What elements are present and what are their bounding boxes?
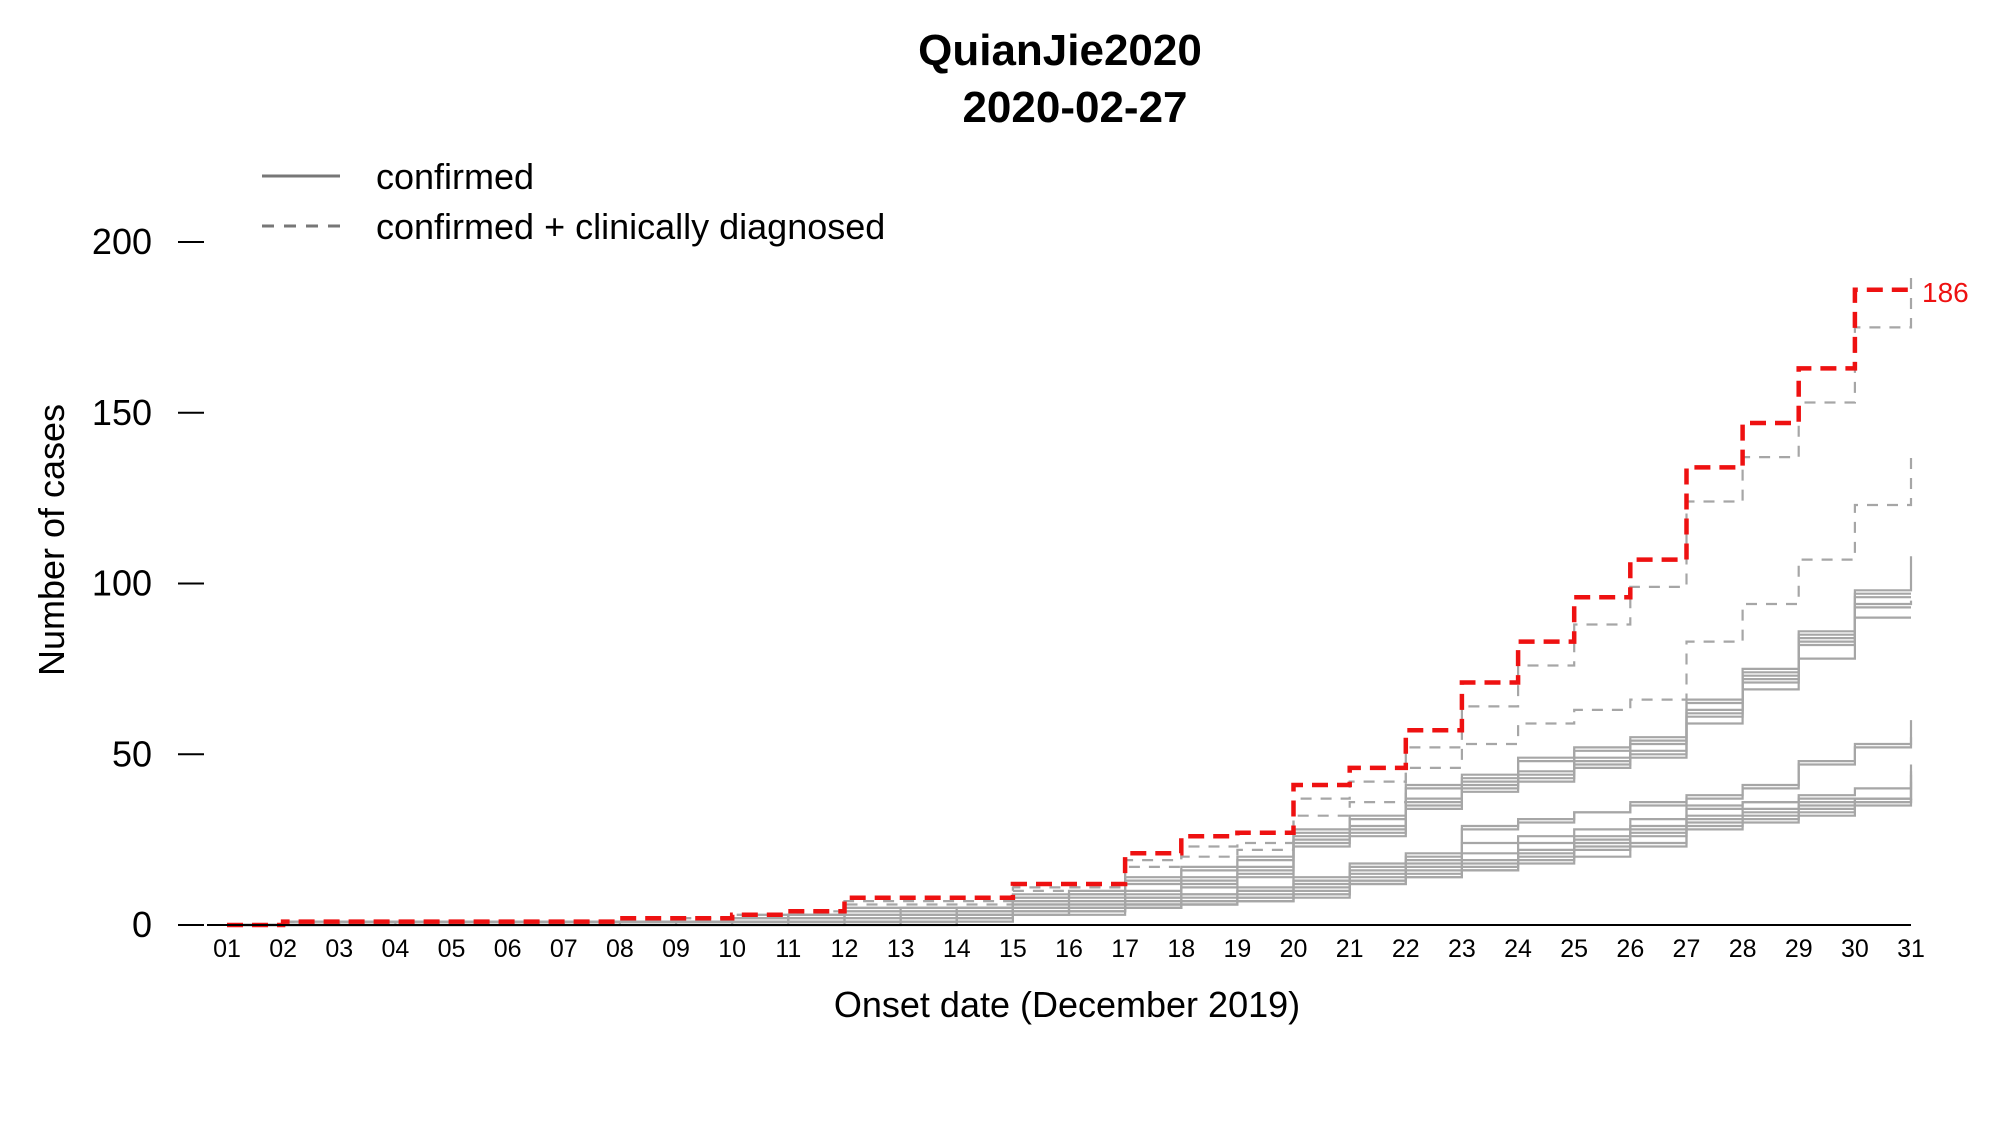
legend-label-confirmed: confirmed [376,156,534,197]
x-tick-label: 18 [1167,935,1195,963]
x-tick-label: 09 [662,935,690,963]
x-tick-label: 05 [438,935,466,963]
x-tick-label: 28 [1729,935,1757,963]
x-tick-label: 30 [1841,935,1869,963]
series-group [227,272,1913,928]
x-tick-label: 11 [775,935,801,963]
x-tick-label: 31 [1897,935,1925,963]
y-tick-label: 50 [112,733,152,774]
series-line-solid [227,600,1913,927]
x-tick-label: 17 [1111,935,1139,963]
x-tick-label: 03 [325,935,353,963]
y-axis-label: Number of cases [31,404,72,676]
x-tick-label: 27 [1673,935,1701,963]
x-tick-label: 19 [1223,935,1251,963]
series-line-solid [227,606,1911,927]
x-tick-label: 20 [1280,935,1308,963]
y-tick-label: 150 [92,392,152,433]
y-tick-label: 200 [92,221,152,262]
x-tick-label: 21 [1336,935,1364,963]
x-tick-label: 04 [381,935,409,963]
x-tick-label: 13 [887,935,915,963]
series-line-dashed [227,450,1913,927]
x-tick-label: 10 [718,935,746,963]
x-tick-label: 16 [1055,935,1083,963]
x-tick-label: 22 [1392,935,1420,963]
series-line-solid [227,616,1911,927]
x-tick-label: 24 [1504,935,1532,963]
series-line-highlight [227,287,1911,928]
series-line-dashed [227,272,1913,927]
x-axis-label: Onset date (December 2019) [834,984,1300,1025]
chart-subtitle: 2020-02-27 [962,83,1187,132]
axes-group: 01 02 03 04 05 06 07 08 09 10 11 12 13 14 15 16 17 18 19 20… [92,221,1925,963]
x-tick-label: 06 [494,935,522,963]
chart-title: QuianJie2020 [918,26,1202,75]
x-tick-label: 26 [1616,935,1644,963]
x-tick-label: 02 [269,935,297,963]
x-tick-label: 25 [1560,935,1588,963]
y-tick-label: 100 [92,563,152,604]
x-tick-label: 01 [213,935,241,963]
x-tick-label: 23 [1448,935,1476,963]
x-tick-label: 08 [606,935,634,963]
x-tick-label: 12 [831,935,859,963]
x-tick-label: 14 [943,935,971,963]
x-tick-label: 15 [999,935,1027,963]
legend-label-clinical: confirmed + clinically diagnosed [376,206,885,247]
series-line-solid [227,596,1911,927]
y-tick-label: 0 [132,904,152,945]
x-tick-label: 07 [550,935,578,963]
series-line-solid [227,592,1911,927]
x-tick-label: 29 [1785,935,1813,963]
final-count-annotation: 186 [1922,277,1969,308]
